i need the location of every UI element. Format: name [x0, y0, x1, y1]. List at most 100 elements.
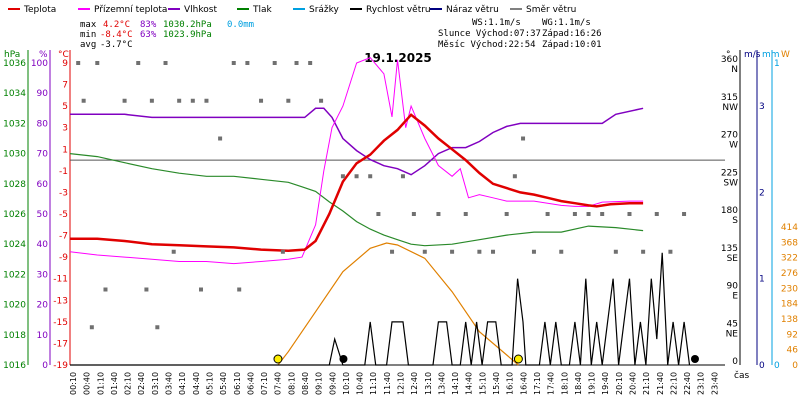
dir-name-8: N: [731, 65, 738, 75]
temp-tick-10: 1: [62, 145, 68, 155]
x-tick-18: 09:10: [315, 372, 324, 395]
temp-axis-label: °C: [58, 50, 69, 60]
wm2-tick-8: 368: [781, 238, 798, 248]
stats-max-hum: 83%: [140, 20, 157, 30]
series-prizemni-teplota: [69, 57, 644, 265]
x-tick-16: 08:10: [287, 372, 296, 395]
wind-dir-point-52: [144, 287, 149, 292]
wind-dir-point-10: [218, 136, 223, 141]
wind-dir-point-35: [531, 249, 536, 254]
x-tick-13: 06:40: [246, 372, 255, 395]
series-rychlost-vetru: [70, 252, 691, 366]
wind-dir-point-20: [354, 174, 359, 179]
hpa-tick-3: 1022: [3, 270, 26, 280]
wind-dir-point-30: [477, 249, 482, 254]
pct-tick-7: 70: [37, 150, 49, 160]
wind-dir-point-38: [572, 212, 577, 216]
wind-dir-point-27: [436, 212, 441, 216]
stats-avg-label: avg: [80, 40, 96, 50]
wind-dir-point-33: [512, 174, 517, 179]
x-tick-37: 18:40: [574, 372, 583, 395]
x-tick-17: 08:40: [301, 372, 310, 395]
sunrise-marker: [273, 354, 283, 364]
legend-label-rychlost-vetru: Rychlost větru: [366, 5, 431, 15]
dir-name-6: W: [729, 141, 738, 151]
hpa-tick-5: 1026: [3, 210, 26, 220]
wind-dir-point-50: [237, 287, 242, 292]
wind-dir-point-51: [280, 249, 285, 254]
x-tick-23: 11:40: [383, 372, 392, 395]
wind-dir-point-26: [422, 249, 427, 254]
x-tick-11: 05:40: [219, 372, 228, 395]
sun-set: Západ:16:26: [542, 29, 602, 39]
x-tick-5: 02:40: [137, 372, 146, 395]
stats-max-rain: 0.0mm: [227, 20, 254, 30]
sunset-marker: [513, 354, 523, 364]
x-tick-0: 00:10: [69, 372, 78, 395]
legend-label-srazky: Srážky: [309, 5, 340, 15]
x-tick-25: 12:40: [410, 372, 419, 395]
x-tick-47: 23:40: [710, 372, 719, 395]
wind-dir-point-36: [545, 212, 550, 216]
wind-dir-point-54: [89, 325, 94, 330]
x-tick-19: 09:40: [328, 372, 337, 395]
pct-tick-2: 20: [37, 301, 49, 311]
legend-label-vlhkost: Vlhkost: [184, 5, 217, 15]
wind-dir-point-18: [319, 98, 324, 103]
wind-dir-point-45: [668, 249, 673, 254]
wm2-tick-1: 46: [787, 346, 799, 356]
x-tick-27: 13:40: [437, 372, 446, 395]
wind-dir-point-6: [163, 61, 168, 65]
ms-tick-1: 1: [759, 275, 765, 285]
moon-rise: Měsíc Východ:22:54: [438, 40, 536, 50]
moon-set: Západ:10:01: [542, 40, 602, 50]
wm2-axis-label: W: [781, 50, 790, 60]
temp-tick-5: -9: [59, 253, 68, 263]
axis-spines: [27, 50, 773, 366]
x-tick-15: 07:40: [274, 372, 283, 395]
wind-dir-point-23: [390, 249, 395, 254]
wind-dir-point-29: [463, 212, 468, 216]
wind-dir-point-28: [450, 249, 455, 254]
x-tick-14: 07:10: [260, 372, 269, 395]
wind-dir-point-22: [376, 212, 381, 216]
legend-label-smer-vetru: Směr větru: [526, 5, 576, 15]
wind-dir-point-41: [613, 249, 618, 254]
pct-tick-5: 50: [37, 210, 49, 220]
legend-label-tlak: Tlak: [252, 5, 273, 15]
pct-tick-1: 10: [37, 331, 49, 341]
ms-tick-3: 3: [759, 102, 765, 112]
wind-dir-point-9: [204, 98, 209, 103]
dir-tick-0: 0: [732, 357, 738, 367]
hpa-tick-9: 1034: [3, 89, 26, 99]
x-tick-36: 18:10: [560, 372, 569, 395]
x-tick-26: 13:10: [424, 372, 433, 395]
wind-dir-point-48: [155, 325, 160, 330]
x-tick-20: 10:10: [342, 372, 351, 395]
x-tick-4: 02:10: [124, 372, 133, 395]
stats-min-label: min: [80, 30, 96, 40]
temp-tick-13: 7: [62, 81, 68, 91]
wind-dir-point-43: [641, 249, 646, 254]
dir-name-3: SE: [727, 254, 739, 264]
stats-min-temp: -8.4°C: [100, 30, 133, 40]
x-tick-31: 15:40: [492, 372, 501, 395]
x-tick-46: 23:10: [697, 372, 706, 395]
hpa-tick-8: 1032: [3, 119, 26, 129]
legend-label-prizemni-teplota: Přízemní teplota: [94, 5, 167, 15]
wm2-tick-0: 0: [792, 361, 798, 371]
x-tick-41: 20:40: [628, 372, 637, 395]
x-tick-10: 05:10: [205, 372, 214, 395]
wind-dir-point-12: [245, 61, 250, 65]
temp-tick-3: -13: [53, 296, 68, 306]
x-tick-30: 15:10: [478, 372, 487, 395]
hpa-axis-label: hPa: [4, 50, 20, 60]
mm-tick-0: 0: [774, 361, 780, 371]
wm2-tick-4: 184: [781, 300, 798, 310]
pct-tick-3: 30: [37, 270, 49, 280]
pct-tick-6: 60: [37, 180, 49, 190]
wind-direction-points: [76, 61, 687, 330]
temp-tick-7: -5: [59, 210, 68, 220]
wind-dir-point-49: [199, 287, 203, 292]
x-tick-35: 17:40: [547, 372, 556, 395]
